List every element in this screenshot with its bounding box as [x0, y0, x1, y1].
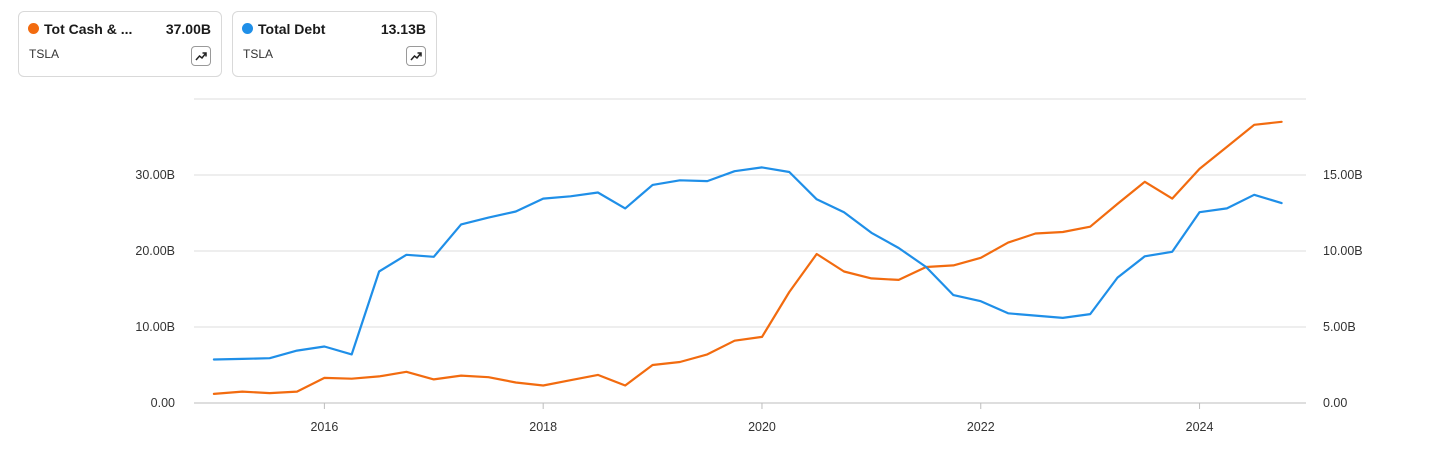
legend-ticker-cash: TSLA — [29, 47, 60, 61]
left-axis-ticks: 0.00 10.00B 20.00B 30.00B — [135, 168, 175, 410]
x-axis-tick-label: 2022 — [967, 420, 995, 434]
series-lines — [212, 120, 1283, 395]
series-color-dot-debt — [242, 23, 253, 34]
legend-card-cash[interactable]: Tot Cash & ... 37.00B TSLA — [18, 11, 222, 77]
legend-series-name-debt: Total Debt — [258, 21, 326, 37]
legend-card-debt[interactable]: Total Debt 13.13B TSLA — [232, 11, 437, 77]
debt-series-line — [212, 166, 1283, 361]
trend-icon — [195, 52, 207, 61]
trend-icon-button-cash[interactable] — [191, 46, 211, 66]
x-axis-tick-label: 2024 — [1186, 420, 1214, 434]
right-axis-ticks: 0.00 5.00B 10.00B 15.00B — [1323, 168, 1363, 410]
left-axis-tick-label: 30.00B — [135, 168, 175, 182]
right-axis-tick-label: 5.00B — [1323, 320, 1356, 334]
left-axis-tick-label: 20.00B — [135, 244, 175, 258]
legend-series-name-cash: Tot Cash & ... — [44, 21, 133, 37]
x-axis-tick-label: 2016 — [310, 420, 338, 434]
trend-icon-button-debt[interactable] — [406, 46, 426, 66]
right-axis-tick-label: 0.00 — [1323, 396, 1347, 410]
cash-series-line — [212, 120, 1283, 395]
legend-series-value-cash: 37.00B — [165, 21, 211, 37]
right-axis-tick-label: 15.00B — [1323, 168, 1363, 182]
series-color-dot-cash — [28, 23, 39, 34]
left-axis-tick-label: 0.00 — [151, 396, 175, 410]
chart-gridlines — [194, 98, 1306, 404]
trend-icon — [410, 52, 422, 61]
left-axis-tick-label: 10.00B — [135, 320, 175, 334]
x-axis-tick-label: 2018 — [529, 420, 557, 434]
legend-ticker-debt: TSLA — [243, 47, 274, 61]
right-axis-tick-label: 10.00B — [1323, 244, 1363, 258]
x-axis-ticks: 2016 2018 2020 2022 2024 — [310, 403, 1213, 434]
legend-series-value-debt: 13.13B — [380, 21, 426, 37]
x-axis-tick-label: 2020 — [748, 420, 776, 434]
